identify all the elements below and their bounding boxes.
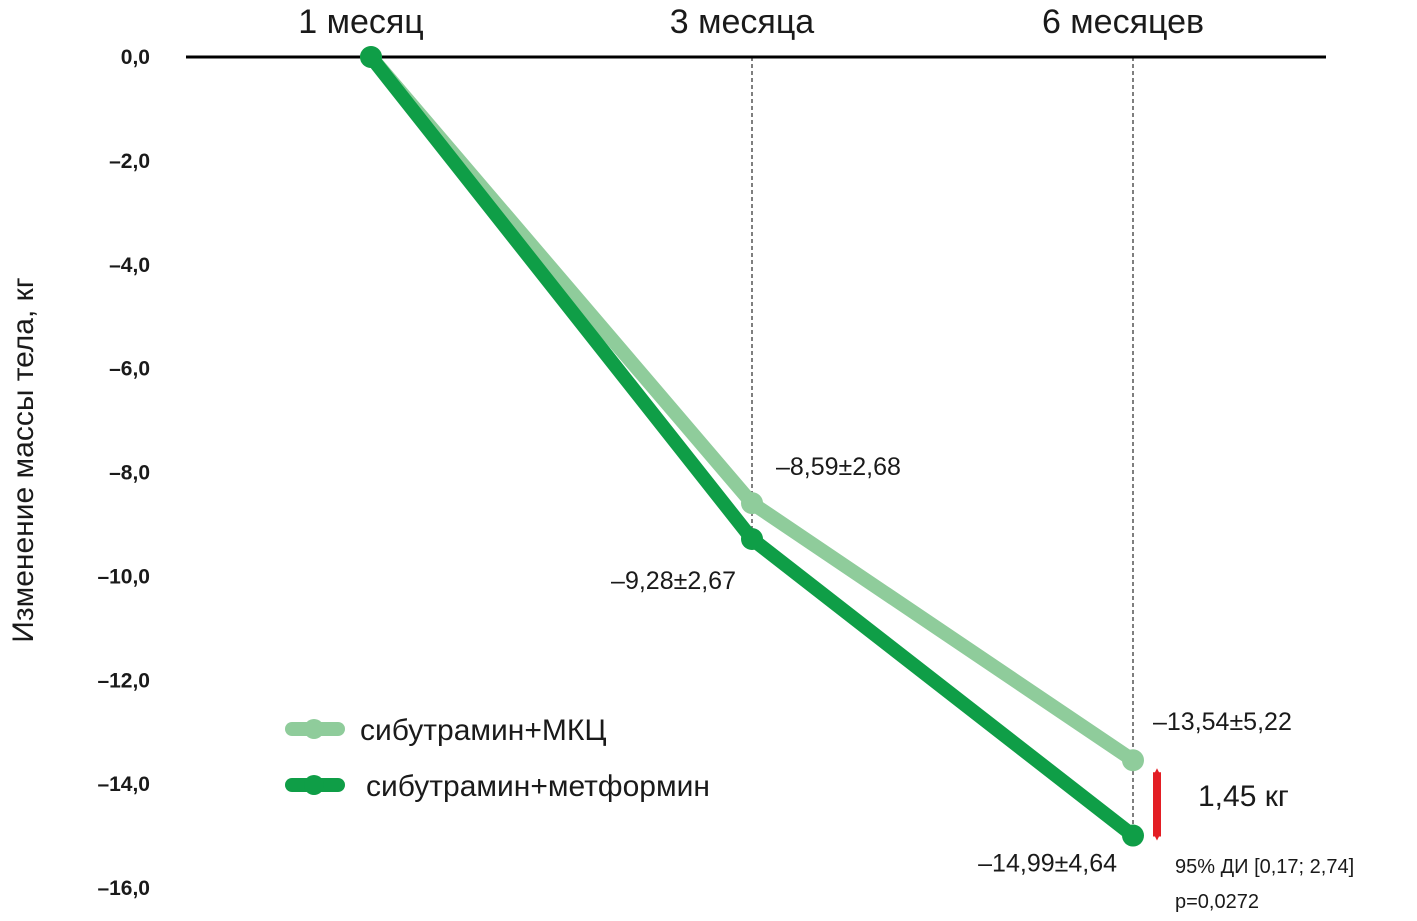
legend: сибутрамин+МКЦ сибутрамин+метформин — [285, 714, 710, 803]
legend-label: сибутрамин+метформин — [366, 770, 710, 803]
x-tick-label: 3 месяца — [670, 3, 815, 41]
series-layer — [360, 46, 1144, 847]
y-tick-label: –10,0 — [97, 565, 150, 588]
data-label: –8,59±2,68 — [776, 453, 901, 481]
y-tick-label: –12,0 — [97, 669, 150, 692]
difference-value: 1,45 кг — [1198, 780, 1289, 813]
legend-swatch-marker — [304, 719, 324, 739]
x-axis-labels: 1 месяц 3 месяца 6 месяцев — [298, 3, 1204, 41]
data-point — [360, 46, 382, 68]
legend-swatch-marker — [304, 775, 324, 795]
y-tick-label: –14,0 — [97, 773, 150, 796]
y-tick-label: –6,0 — [109, 358, 150, 381]
confidence-interval: 95% ДИ [0,17; 2,74] — [1175, 856, 1354, 878]
data-labels: –8,59±2,68 –13,54±5,22 –9,28±2,67 –14,99±4,… — [611, 453, 1292, 877]
data-point — [1122, 749, 1144, 772]
x-tick-label: 1 месяц — [298, 3, 424, 41]
y-tick-label: 0,0 — [121, 46, 150, 69]
p-value: p=0,0272 — [1175, 891, 1259, 913]
legend-item-mkc: сибутрамин+МКЦ — [285, 714, 607, 747]
legend-label: сибутрамин+МКЦ — [360, 714, 607, 747]
data-label: –9,28±2,67 — [611, 567, 736, 595]
y-axis: 0,0 –2,0 –4,0 –6,0 –8,0 –10,0 –12,0 –14,0 –16,0 — [97, 46, 150, 900]
data-point — [741, 492, 763, 515]
data-label: –14,99±4,64 — [978, 850, 1117, 878]
difference-annotation: 1,45 кг 95% ДИ [0,17; 2,74] p=0,0272 — [1153, 768, 1354, 913]
legend-item-metformin: сибутрамин+метформин — [285, 770, 710, 803]
y-tick-label: –4,0 — [109, 254, 150, 277]
data-label: –13,54±5,22 — [1153, 708, 1292, 736]
y-tick-label: –2,0 — [109, 150, 150, 173]
data-point — [1122, 824, 1144, 847]
y-tick-label: –16,0 — [97, 877, 150, 900]
y-axis-title: Изменение массы тела, кг — [7, 277, 40, 643]
y-tick-label: –8,0 — [109, 462, 150, 485]
x-tick-label: 6 месяцев — [1042, 3, 1204, 41]
data-point — [741, 527, 763, 550]
vertical-guides — [751, 57, 1134, 836]
